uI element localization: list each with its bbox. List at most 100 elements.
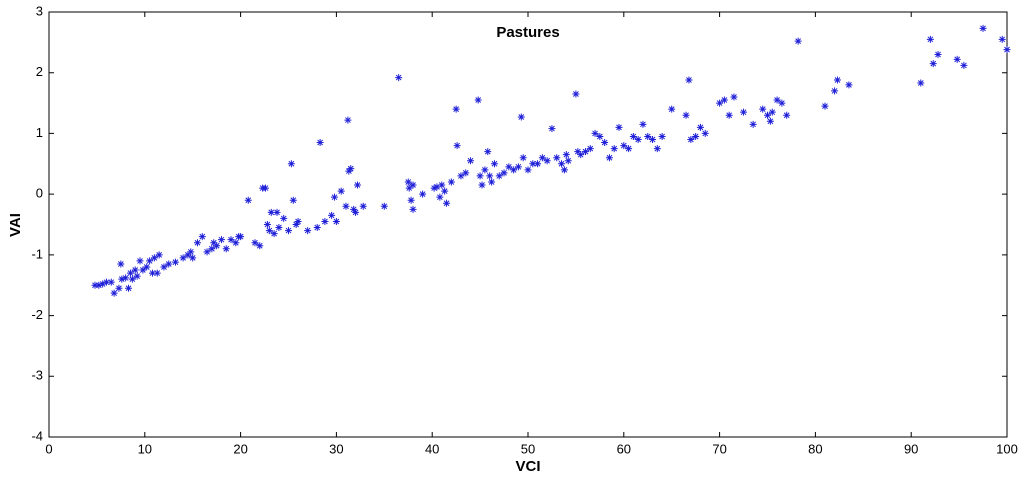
point bbox=[148, 269, 156, 277]
point bbox=[653, 145, 661, 153]
point bbox=[548, 125, 556, 133]
point bbox=[126, 269, 134, 277]
point bbox=[514, 163, 522, 171]
point bbox=[759, 105, 767, 113]
point bbox=[649, 136, 657, 143]
point bbox=[730, 93, 738, 101]
point bbox=[524, 166, 532, 174]
x-tick-label: 30 bbox=[329, 441, 343, 456]
x-tick-label: 0 bbox=[45, 441, 52, 456]
x-tick-label: 40 bbox=[425, 441, 439, 456]
point bbox=[139, 266, 147, 274]
point bbox=[131, 266, 139, 274]
point bbox=[934, 51, 942, 58]
point bbox=[740, 108, 748, 116]
point bbox=[179, 254, 187, 262]
point bbox=[577, 151, 585, 159]
point bbox=[953, 55, 961, 63]
point bbox=[917, 79, 925, 87]
point bbox=[267, 208, 275, 216]
point bbox=[510, 166, 518, 174]
point bbox=[543, 157, 551, 165]
point bbox=[749, 120, 757, 128]
point bbox=[845, 81, 853, 89]
point bbox=[287, 160, 295, 168]
x-tick-label: 100 bbox=[996, 441, 1018, 456]
point bbox=[409, 205, 417, 213]
point bbox=[833, 76, 841, 84]
point bbox=[359, 202, 367, 210]
point bbox=[831, 87, 839, 95]
point bbox=[330, 193, 338, 201]
point bbox=[720, 96, 728, 104]
point bbox=[395, 74, 403, 82]
point bbox=[117, 260, 125, 268]
point bbox=[783, 111, 791, 119]
point bbox=[701, 129, 709, 137]
point bbox=[716, 99, 724, 107]
point bbox=[452, 105, 460, 113]
point bbox=[289, 196, 297, 204]
point bbox=[328, 211, 336, 219]
point bbox=[441, 187, 449, 195]
x-tick-label: 60 bbox=[617, 441, 631, 456]
point bbox=[128, 275, 136, 283]
point bbox=[495, 172, 503, 180]
point bbox=[467, 157, 475, 165]
point bbox=[313, 224, 321, 232]
point bbox=[620, 142, 628, 150]
point bbox=[222, 245, 230, 253]
point bbox=[484, 148, 492, 156]
point bbox=[160, 263, 168, 271]
point bbox=[263, 221, 271, 228]
point bbox=[316, 139, 324, 147]
point bbox=[610, 145, 618, 153]
point bbox=[210, 239, 218, 247]
point bbox=[285, 227, 292, 235]
point bbox=[558, 160, 566, 168]
point bbox=[332, 217, 340, 225]
point bbox=[474, 96, 482, 104]
point bbox=[591, 129, 599, 137]
point bbox=[768, 108, 776, 116]
x-tick-label: 10 bbox=[138, 441, 152, 456]
point bbox=[596, 132, 604, 140]
point bbox=[265, 227, 273, 235]
point bbox=[505, 163, 513, 171]
point bbox=[321, 217, 329, 225]
x-tick-label: 50 bbox=[521, 441, 535, 456]
point bbox=[407, 196, 415, 204]
point bbox=[102, 278, 110, 286]
point bbox=[517, 113, 525, 121]
point bbox=[404, 178, 412, 186]
point bbox=[639, 120, 647, 128]
point bbox=[189, 254, 197, 262]
point bbox=[685, 76, 693, 84]
x-tick-label: 80 bbox=[808, 441, 822, 456]
point bbox=[629, 132, 637, 140]
point bbox=[490, 160, 498, 168]
point bbox=[929, 60, 937, 68]
point bbox=[342, 202, 350, 210]
x-axis-label: VCI bbox=[515, 458, 540, 475]
point bbox=[187, 248, 195, 256]
point bbox=[481, 166, 489, 174]
point bbox=[634, 136, 642, 143]
point bbox=[457, 172, 465, 180]
point bbox=[443, 199, 451, 207]
point bbox=[232, 239, 240, 247]
point bbox=[125, 284, 133, 292]
point bbox=[110, 289, 118, 297]
point bbox=[244, 196, 252, 204]
point bbox=[227, 236, 235, 244]
point bbox=[696, 123, 704, 131]
plot-frame bbox=[48, 11, 1008, 438]
point bbox=[1003, 46, 1011, 54]
point bbox=[564, 157, 572, 165]
point bbox=[353, 181, 361, 189]
point bbox=[270, 230, 278, 238]
y-tick-label: 3 bbox=[36, 3, 43, 18]
point bbox=[519, 154, 527, 162]
point bbox=[153, 269, 161, 277]
point bbox=[476, 172, 484, 180]
